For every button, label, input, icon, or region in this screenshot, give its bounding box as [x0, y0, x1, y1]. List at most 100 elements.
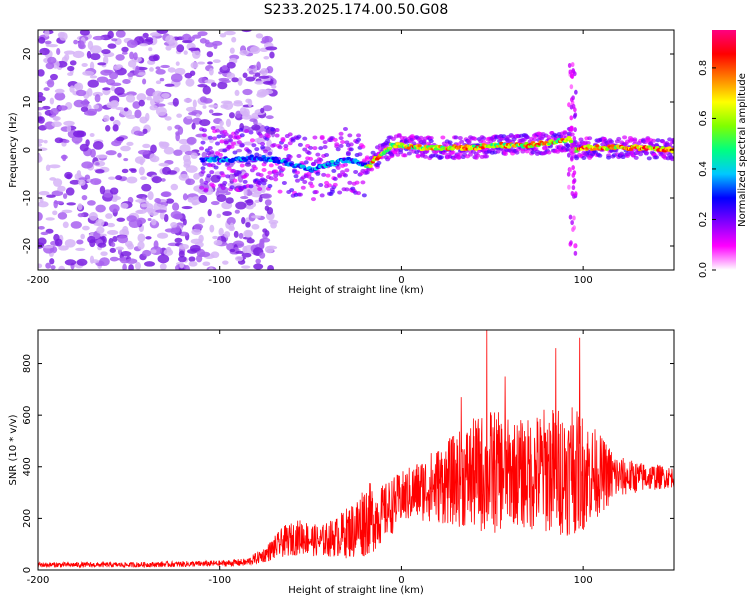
spectrogram-halo-blob — [524, 149, 530, 154]
spectrogram-halo-blob — [201, 128, 207, 133]
spectrogram-noise-blob — [45, 262, 51, 269]
spectrogram-noise-blob — [38, 111, 42, 117]
spectrogram-noise-blob — [232, 101, 244, 107]
spectrogram-noise-blob — [99, 233, 107, 237]
spectrogram-halo-blob — [200, 169, 206, 174]
spectrogram-halo-blob — [308, 156, 314, 161]
snr-y-tick-label: 400 — [22, 457, 33, 476]
spectrogram-halo-blob — [236, 140, 242, 145]
spectrogram-noise-blob — [260, 186, 266, 193]
snr-y-tick-label: 600 — [22, 406, 33, 425]
spectrogram-noise-blob — [58, 265, 66, 270]
spectrogram-noise-blob — [238, 232, 244, 239]
spectrogram-noise-blob — [147, 191, 154, 201]
spectrogram-noise-blob — [204, 79, 215, 84]
spectrogram-halo-blob — [212, 136, 218, 141]
spectrogram-halo-blob — [261, 181, 267, 186]
spectrogram-halo-blob — [344, 168, 350, 173]
spectrogram-halo-blob — [267, 151, 273, 156]
spectrogram-noise-blob — [145, 112, 150, 122]
spectrogram-noise-blob — [136, 217, 147, 225]
spectrogram-halo-blob — [457, 152, 463, 157]
spectrogram-halo-blob — [424, 149, 430, 154]
spectrogram-halo-blob — [337, 174, 343, 179]
spectrogram-halo-blob — [294, 178, 300, 183]
spectrogram-noise-blob — [221, 79, 231, 84]
spectrogram-noise-blob — [208, 104, 219, 108]
spectrogram-noise-blob — [261, 193, 272, 199]
spectrogram-halo-blob — [239, 163, 245, 168]
spectrogram-ridge-point — [368, 164, 373, 168]
spectrogram-noise-blob — [121, 51, 128, 55]
spectrogram-noise-blob — [100, 251, 108, 257]
spectrogram-noise-blob — [174, 237, 183, 243]
spectrogram-noise-blob — [51, 121, 62, 128]
spectrogram-halo-blob — [219, 139, 225, 144]
spectrogram-noise-blob — [40, 231, 49, 236]
spectrogram-noise-blob — [126, 215, 137, 222]
spectrogram-noise-blob — [121, 46, 129, 53]
spectrogram-halo-blob — [260, 141, 266, 146]
spectrogram-noise-blob — [254, 80, 264, 85]
spectrogram-noise-blob — [105, 124, 111, 132]
spectrogram-noise-blob — [38, 107, 45, 111]
spectrogram-noise-blob — [38, 36, 46, 44]
spectrogram-halo-blob — [342, 173, 348, 178]
spectrogram-halo-blob — [280, 167, 286, 172]
spectrogram-ridge-point — [406, 146, 411, 150]
spectrogram-noise-blob — [38, 263, 43, 269]
spectrogram-noise-blob — [197, 31, 208, 37]
spectrogram-halo-blob — [334, 142, 340, 147]
spectrogram-noise-blob — [165, 35, 175, 45]
spectrogram-halo-blob — [335, 147, 341, 152]
spectrogram-noise-blob — [62, 154, 67, 162]
spectrogram-noise-blob — [129, 51, 135, 60]
spectrogram-noise-blob — [52, 210, 58, 216]
spectrogram-noise-blob — [165, 45, 172, 51]
spectrogram-noise-blob — [142, 32, 149, 38]
spectrogram-halo-blob — [667, 137, 673, 142]
spectrogram-noise-blob — [219, 33, 227, 38]
spectrogram-noise-blob — [111, 100, 119, 108]
spectrogram-noise-blob — [89, 133, 95, 138]
spectrogram-halo-blob — [546, 135, 552, 140]
spectrogram-noise-blob — [226, 217, 236, 226]
snr-frame — [37, 329, 675, 571]
spectrogram-noise-blob — [87, 79, 99, 88]
spectrogram-noise-blob — [211, 112, 223, 116]
spectrogram-smear-blob — [569, 240, 573, 246]
spectrogram-halo-blob — [248, 130, 254, 135]
spectrogram-noise-blob — [92, 140, 104, 150]
spectrogram-noise-blob — [199, 251, 211, 258]
snr-x-ticks: -200 -100 0 100 — [27, 330, 593, 586]
spectrogram-noise-blob — [262, 228, 268, 233]
spectrogram-halo-blob — [213, 165, 219, 170]
spectrogram-noise-blob — [78, 179, 86, 186]
spectrogram-noise-blob — [95, 218, 105, 227]
spectrogram-marks — [38, 30, 674, 270]
spectrogram-noise-blob — [264, 199, 272, 206]
spectrogram-noise-blob — [235, 201, 247, 210]
spectrogram-halo-blob — [569, 132, 575, 137]
spectrogram-noise-blob — [149, 105, 158, 111]
spectrogram-noise-blob — [216, 213, 222, 219]
spectrogram-halo-blob — [260, 177, 266, 182]
spectrogram-noise-blob — [133, 130, 143, 136]
spectrogram-noise-blob — [138, 166, 145, 176]
spectrogram-noise-blob — [90, 52, 101, 61]
spectrogram-halo-blob — [267, 170, 273, 175]
snr-x-tick-label: 100 — [574, 575, 593, 586]
spectrogram-noise-blob — [237, 77, 243, 86]
spectrogram-y-tick-label: -10 — [22, 190, 33, 206]
spectrogram-noise-blob — [239, 107, 247, 115]
spectrogram-noise-blob — [117, 152, 122, 158]
spectrogram-noise-blob — [57, 212, 68, 220]
spectrogram-noise-blob — [158, 162, 170, 167]
colorbar: 0.0 0.2 0.4 0.6 0.8 Normalized spectral ampl… — [698, 30, 748, 278]
spectrogram-halo-blob — [428, 139, 434, 144]
spectrogram-noise-blob — [222, 260, 229, 265]
colorbar-tick-label: 0.6 — [698, 110, 709, 126]
spectrogram-noise-blob — [176, 44, 185, 53]
spectrogram-noise-blob — [172, 97, 179, 107]
spectrogram-noise-blob — [207, 61, 213, 65]
